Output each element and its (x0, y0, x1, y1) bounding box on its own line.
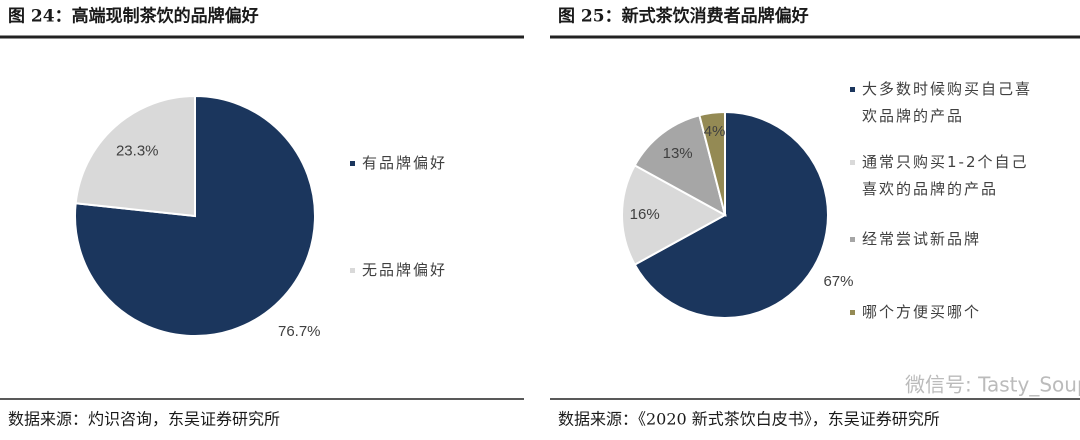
legend-label: 通常只购买1-2个自己喜欢的品牌的产品 (862, 153, 1029, 198)
legend-item: 经常尝试新品牌 (850, 226, 1042, 253)
legend-swatch (850, 310, 855, 315)
pie-slice (633, 110, 829, 319)
pie-slice (698, 110, 726, 216)
watermark: 微信号: Tasty_Soup (905, 373, 1080, 397)
legend-item: 哪个方便买哪个 (850, 299, 1042, 326)
legend-swatch (850, 237, 855, 242)
value-label: 13% (663, 145, 693, 162)
legend-item: 大多数时候购买自己喜欢品牌的产品 (850, 76, 1042, 130)
legend-item: 通常只购买1-2个自己喜欢的品牌的产品 (850, 149, 1042, 203)
legend-item: 无品牌偏好 (350, 257, 522, 284)
legend-label: 有品牌偏好 (362, 154, 448, 172)
legend-label: 无品牌偏好 (362, 261, 448, 279)
legend-swatch (350, 161, 355, 166)
legend-item: 有品牌偏好 (350, 150, 522, 177)
source: 数据来源：《2020 新式茶饮白皮书》，东吴证券研究所 (558, 410, 940, 429)
value-label: 4% (704, 123, 726, 140)
chart-title: 图 25：新式茶饮消费者品牌偏好 (558, 6, 809, 27)
pie-slice (74, 94, 196, 218)
legend-label: 经常尝试新品牌 (862, 230, 982, 248)
legend-label: 哪个方便买哪个 (862, 303, 982, 321)
legend-label: 大多数时候购买自己喜欢品牌的产品 (862, 80, 1033, 125)
pie-slice (621, 164, 728, 266)
pie-slice (633, 114, 727, 217)
value-label: 16% (630, 206, 660, 223)
legend-swatch (850, 160, 855, 165)
legend-swatch (850, 87, 855, 92)
value-label: 23.3% (116, 143, 159, 160)
source: 数据来源：灼识咨询，东吴证券研究所 (8, 410, 280, 429)
value-label: 76.7% (278, 323, 321, 340)
value-label: 67% (823, 273, 853, 290)
chart-title: 图 24：高端现制茶饮的品牌偏好 (8, 6, 259, 27)
legend-swatch (350, 268, 355, 273)
